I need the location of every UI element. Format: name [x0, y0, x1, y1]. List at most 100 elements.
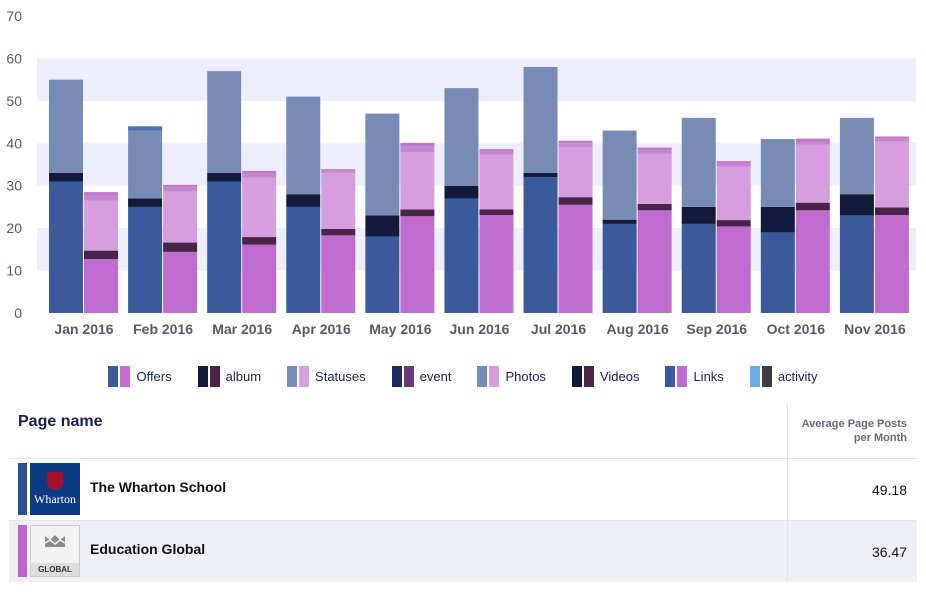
bar-segment-videos[interactable]	[242, 237, 277, 245]
legend-item-statuses[interactable]: Statuses	[287, 365, 366, 387]
bar-segment-videos[interactable]	[558, 197, 593, 205]
bar-segment-videos[interactable]	[321, 228, 356, 236]
legend-item-album[interactable]: album	[197, 365, 261, 387]
bar-segment-links[interactable]	[49, 181, 83, 313]
bar-segment-photos[interactable]	[163, 191, 198, 243]
bar-segment-links[interactable]	[286, 206, 321, 313]
bar-segment-photos[interactable]	[479, 154, 514, 210]
bar-segment-links[interactable]	[716, 226, 751, 313]
bar-segment-offers[interactable]	[874, 136, 909, 139]
bar-segment-videos[interactable]	[207, 172, 242, 182]
bar-segment-offers[interactable]	[321, 169, 356, 171]
bar-segment-photos[interactable]	[128, 130, 163, 199]
bar-segment-offers[interactable]	[163, 184, 198, 188]
bar-segment-offers[interactable]	[84, 192, 118, 196]
bar-segment-statuses[interactable]	[637, 150, 672, 154]
bar-segment-statuses[interactable]	[795, 142, 830, 145]
bar-segment-photos[interactable]	[760, 139, 795, 207]
bar-segment-photos[interactable]	[839, 117, 874, 195]
bar-segment-videos[interactable]	[602, 219, 637, 224]
bar-segment-photos[interactable]	[321, 172, 356, 229]
legend-item-event[interactable]: event	[391, 365, 451, 387]
table-row[interactable]: Wharton The Wharton School 49.18	[9, 458, 917, 520]
bar-segment-links[interactable]	[839, 215, 874, 313]
bar-segment-statuses[interactable]	[242, 173, 277, 178]
bar-segment-statuses[interactable]	[163, 187, 198, 192]
bar-segment-videos[interactable]	[400, 209, 435, 217]
bar-segment-videos[interactable]	[716, 220, 751, 227]
legend-item-videos[interactable]: Videos	[571, 365, 639, 387]
bar-segment-photos[interactable]	[602, 130, 637, 220]
bar-segment-offers[interactable]	[128, 126, 163, 131]
bar-segment-videos[interactable]	[444, 185, 479, 199]
bar-segment-links[interactable]	[874, 214, 909, 313]
page-name[interactable]: The Wharton School	[90, 479, 227, 495]
bar-segment-videos[interactable]	[49, 172, 83, 182]
bar-segment-links[interactable]	[523, 177, 558, 313]
bar-segment-offers[interactable]	[479, 149, 514, 152]
bar-segment-links[interactable]	[242, 244, 277, 313]
bar-segment-links[interactable]	[795, 210, 830, 313]
bar-segment-links[interactable]	[681, 223, 716, 313]
bar-segment-videos[interactable]	[128, 198, 163, 207]
bar-segment-offers[interactable]	[242, 170, 277, 174]
bar-segment-photos[interactable]	[242, 177, 277, 238]
bar-segment-links[interactable]	[602, 223, 637, 313]
bar-segment-videos[interactable]	[637, 203, 672, 211]
bar-segment-links[interactable]	[444, 198, 479, 313]
bar-segment-photos[interactable]	[365, 113, 400, 216]
bar-segment-links[interactable]	[365, 236, 400, 313]
bar-segment-photos[interactable]	[874, 141, 909, 208]
legend-item-activity[interactable]: activity	[749, 365, 818, 387]
bar-segment-links[interactable]	[558, 204, 593, 313]
bar-segment-videos[interactable]	[760, 206, 795, 233]
legend-item-links[interactable]: Links	[665, 365, 724, 387]
bar-segment-photos[interactable]	[523, 66, 558, 173]
bar-segment-links[interactable]	[760, 232, 795, 313]
bar-segment-videos[interactable]	[874, 207, 909, 215]
bar-segment-photos[interactable]	[681, 117, 716, 207]
bar-segment-videos[interactable]	[163, 242, 198, 252]
bar-segment-offers[interactable]	[558, 140, 593, 144]
bar-segment-offers[interactable]	[400, 142, 435, 147]
bar-segment-photos[interactable]	[286, 96, 321, 195]
bar-segment-videos[interactable]	[795, 202, 830, 211]
bar-segment-links[interactable]	[128, 206, 163, 313]
bar-segment-statuses[interactable]	[479, 151, 514, 155]
bar-segment-statuses[interactable]	[84, 195, 118, 201]
bar-segment-statuses[interactable]	[716, 163, 751, 167]
bar-segment-videos[interactable]	[286, 194, 321, 207]
legend-item-photos[interactable]: Photos	[477, 365, 546, 387]
bar-segment-videos[interactable]	[479, 209, 514, 215]
bar-segment-links[interactable]	[479, 214, 514, 313]
bar-segment-photos[interactable]	[444, 88, 479, 186]
bar-segment-photos[interactable]	[795, 144, 830, 203]
bar-segment-offers[interactable]	[716, 161, 751, 164]
bar-segment-videos[interactable]	[523, 172, 558, 178]
table-row[interactable]: GLOBAL Education Global 36.47	[9, 520, 917, 582]
bar-segment-links[interactable]	[207, 181, 242, 313]
bar-segment-videos[interactable]	[839, 194, 874, 216]
bar-segment-photos[interactable]	[84, 200, 118, 251]
bar-segment-statuses[interactable]	[874, 138, 909, 142]
bar-segment-videos[interactable]	[681, 206, 716, 224]
bar-segment-photos[interactable]	[637, 153, 672, 204]
bar-segment-statuses[interactable]	[400, 146, 435, 153]
bar-segment-statuses[interactable]	[321, 170, 356, 173]
bar-segment-offers[interactable]	[795, 138, 830, 143]
bar-segment-photos[interactable]	[49, 79, 83, 173]
page-name[interactable]: Education Global	[90, 541, 206, 557]
bar-segment-photos[interactable]	[558, 147, 593, 198]
bar-segment-videos[interactable]	[365, 215, 400, 237]
bar-segment-links[interactable]	[163, 251, 198, 313]
bar-segment-offers[interactable]	[637, 147, 672, 151]
bar-segment-links[interactable]	[84, 259, 118, 313]
bar-segment-photos[interactable]	[207, 71, 242, 173]
legend-item-offers[interactable]: Offers	[108, 365, 172, 387]
bar-segment-links[interactable]	[321, 235, 356, 313]
bar-segment-links[interactable]	[637, 210, 672, 313]
bar-segment-links[interactable]	[400, 216, 435, 313]
avg-posts-header[interactable]: Average Page Posts per Month	[787, 403, 917, 458]
bar-segment-photos[interactable]	[400, 152, 435, 210]
bar-segment-videos[interactable]	[84, 250, 118, 260]
